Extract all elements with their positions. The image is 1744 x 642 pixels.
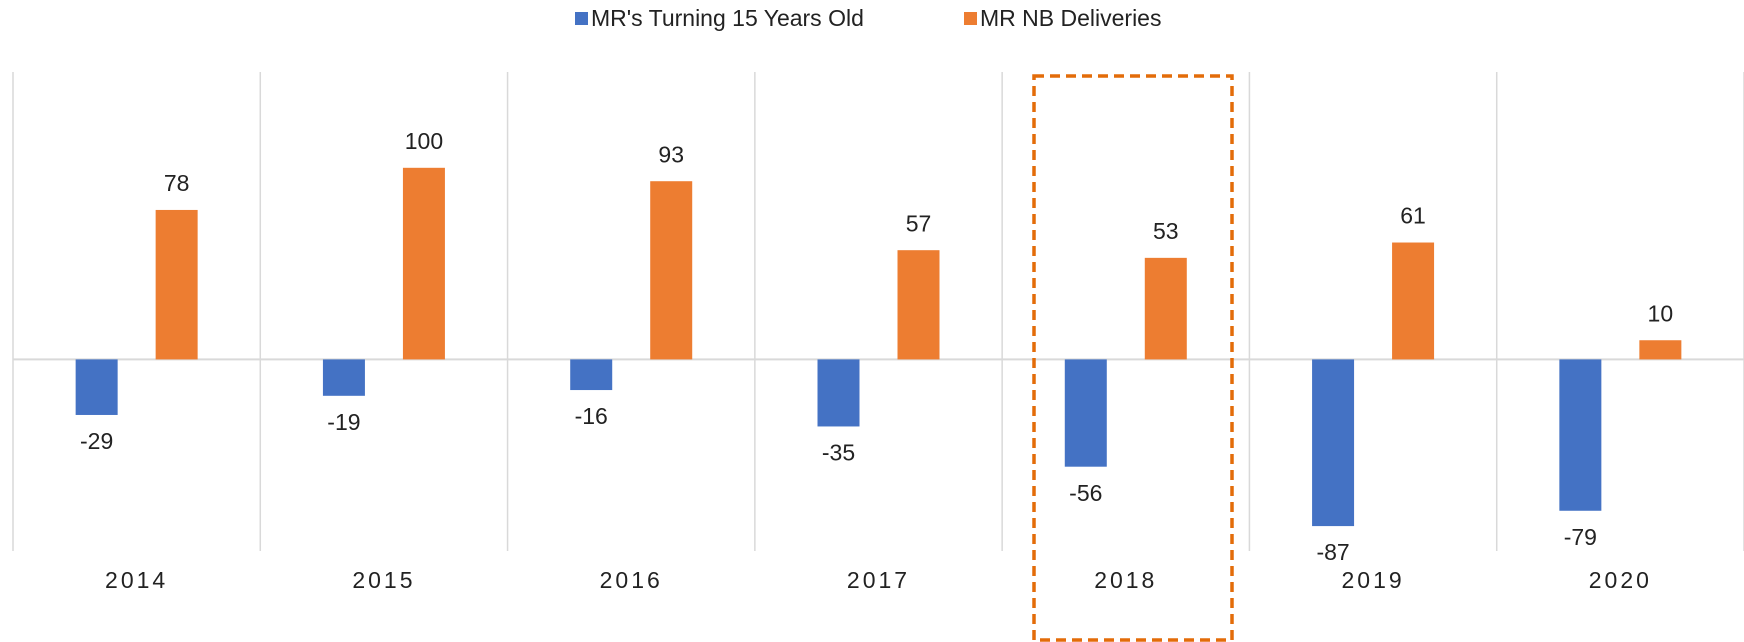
x-tick-label: 2020: [1589, 567, 1652, 593]
bar: [1559, 359, 1602, 511]
data-label: 57: [906, 210, 932, 236]
data-label: -35: [822, 440, 855, 466]
bar: [402, 167, 445, 360]
bar: [75, 359, 118, 415]
data-label: 100: [405, 128, 443, 154]
bar: [1144, 257, 1187, 360]
bar: [897, 250, 940, 360]
data-label: 78: [164, 170, 190, 196]
data-label: 61: [1400, 203, 1426, 229]
data-label: -16: [575, 403, 608, 429]
bar: [570, 359, 613, 391]
data-label: 93: [658, 141, 684, 167]
data-label: -79: [1564, 524, 1597, 550]
data-label: -56: [1069, 480, 1102, 506]
x-tick-label: 2017: [847, 567, 910, 593]
legend-label: MR's Turning 15 Years Old: [591, 5, 864, 31]
x-tick-label: 2018: [1094, 567, 1157, 593]
legend-swatch: [964, 12, 977, 25]
bar: [1639, 340, 1682, 360]
legend-swatch: [575, 12, 588, 25]
x-tick-label: 2016: [600, 567, 663, 593]
x-tick-label: 2019: [1341, 567, 1404, 593]
legend-label: MR NB Deliveries: [980, 5, 1161, 31]
bar: [1392, 242, 1435, 360]
x-tick-label: 2015: [352, 567, 415, 593]
bar: [1064, 359, 1107, 467]
x-tick-label: 2014: [105, 567, 168, 593]
bar: [322, 359, 365, 396]
data-label: -87: [1316, 539, 1349, 565]
data-label: 10: [1648, 300, 1674, 326]
data-label: -19: [327, 409, 360, 435]
bar: [1312, 359, 1355, 527]
bar: [155, 209, 198, 360]
data-label: -29: [80, 428, 113, 454]
highlight-box: [1032, 74, 1234, 642]
bar: [817, 359, 860, 427]
bar: [650, 181, 693, 360]
data-label: 53: [1153, 218, 1179, 244]
